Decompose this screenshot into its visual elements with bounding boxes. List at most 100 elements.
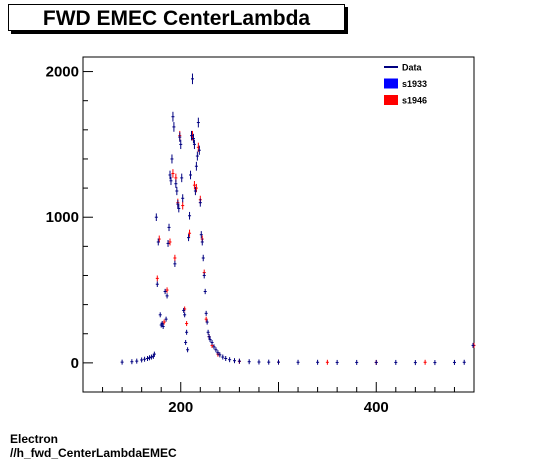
data-point [147,355,151,361]
data-point [197,145,201,155]
data-point [224,356,228,361]
legend-entry: s1946 [384,95,427,106]
data-point [177,204,181,213]
data-point [247,359,251,365]
data-point [146,356,150,361]
series-Data [120,73,475,366]
data-point [182,307,186,313]
data-point [166,239,170,247]
data-point [173,254,177,262]
data-point [208,337,212,343]
data-point [185,329,189,335]
data-point [433,360,437,366]
data-point [181,194,185,203]
data-point [237,358,241,364]
data-point [168,170,172,180]
data-point [156,238,160,246]
data-point [135,358,139,364]
data-point [218,352,222,358]
data-point [186,347,190,353]
data-point [277,359,280,365]
x-tick-label: 400 [364,399,389,416]
data-point [210,339,214,345]
x-axis: 200 400 [82,382,475,416]
data-point [471,342,475,348]
data-point [174,179,178,188]
data-point [169,176,173,186]
data-point [204,310,208,316]
data-point [179,139,183,150]
data-point [171,169,175,178]
data-point [149,354,153,360]
data-point [184,339,188,345]
footer-particle-label: Electron [10,432,59,446]
data-point [183,312,187,318]
data-point [192,139,196,150]
y-tick-label: 0 [71,355,79,372]
data-point [193,186,197,196]
data-point [206,329,210,335]
data-point [190,73,194,85]
data-point [188,211,192,220]
data-point [195,151,199,161]
data-point [154,213,158,222]
legend-swatch [384,78,398,89]
y-tick-label: 2000 [46,64,79,81]
data-point [143,356,147,362]
data-point [164,316,168,322]
data-point [170,154,174,164]
data-point [423,359,427,365]
data-point [171,111,175,122]
data-point [316,359,320,365]
data-marks [120,73,476,366]
data-point [165,293,169,299]
data-point [187,234,191,242]
legend-entry: Data [384,63,423,73]
data-point [199,231,203,239]
data-point [228,357,232,363]
legend: Data s1933 s1946 [384,63,427,106]
data-point [212,344,216,350]
data-point [233,358,237,364]
data-point [207,334,211,340]
x-tick-label: 200 [168,399,193,416]
data-point [355,359,359,365]
data-point [214,347,218,353]
data-point [120,359,124,365]
data-point [202,272,206,279]
data-point [267,359,271,365]
data-point [198,198,202,207]
data-point [192,180,196,190]
data-point [196,117,200,128]
legend-label: Data [402,63,423,73]
data-point [216,350,220,356]
legend-swatch [384,95,398,105]
data-point [191,133,195,144]
data-point [161,323,165,329]
data-point [204,316,208,322]
series-s1946 [155,130,476,365]
footer-histogram-path: //h_fwd_CenterLambdaEMEC [10,446,177,460]
data-point [168,238,172,246]
data-point [203,288,207,295]
data-point [190,130,194,141]
data-point [180,173,184,183]
data-point [172,122,176,132]
data-point [188,229,192,237]
data-point [162,319,166,325]
data-point [452,359,456,365]
legend-label: s1946 [402,96,427,106]
y-tick-label: 1000 [46,209,79,226]
data-point [201,254,205,262]
data-point [158,312,162,318]
chart-title: FWD EMEC CenterLambda [42,7,311,30]
data-point [413,360,417,366]
data-point [257,359,261,365]
data-point [205,319,209,325]
data-point [173,260,177,267]
legend-entry: s1933 [384,78,427,89]
data-point [296,359,300,365]
data-point [374,359,378,365]
data-point [189,170,193,180]
